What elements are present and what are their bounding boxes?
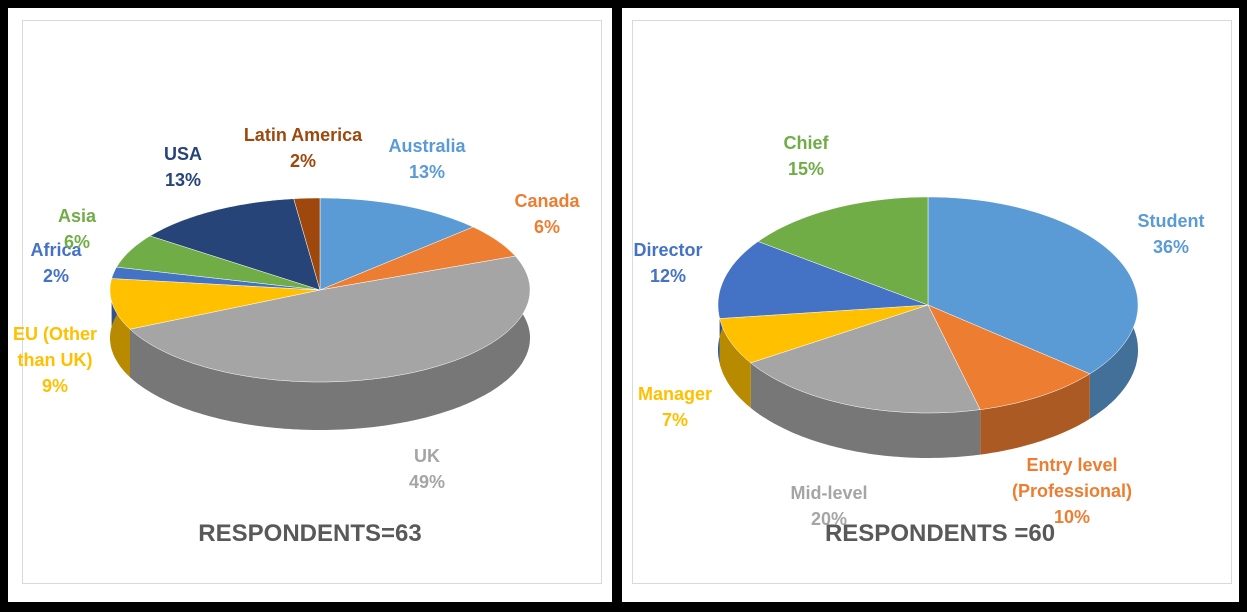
value-label: 7% (661, 410, 688, 430)
value-label: 20% (810, 509, 848, 529)
slice (293, 197, 321, 291)
slice-side (750, 362, 981, 458)
chart-title: RESPONDENTS =60 (824, 520, 1056, 547)
slice-label: Africa 2% (30, 237, 81, 289)
value-label: 2% (42, 266, 69, 286)
slice-label: Canada 6% (514, 188, 579, 240)
slice (149, 198, 321, 291)
value-label: 13% (164, 170, 202, 190)
slice-side (110, 278, 130, 378)
slice (757, 196, 929, 306)
slice (319, 226, 516, 291)
value-label: 2% (289, 151, 316, 171)
slice-label: Latin America 2% (244, 122, 362, 174)
slice (927, 196, 1139, 375)
category-label: Chief (783, 133, 829, 153)
slice (319, 197, 474, 291)
slice-label: Chief 15% (784, 130, 829, 182)
value-label: 13% (408, 162, 446, 182)
category-label: Africa (30, 240, 82, 260)
value-label: 12% (649, 266, 687, 286)
category-label: Canada (514, 191, 580, 211)
category-label: Director (633, 240, 703, 260)
slice-label: Director 12% (633, 237, 702, 289)
category-label: UK (414, 446, 440, 466)
slice (109, 278, 321, 330)
value-label: 10% (1053, 507, 1091, 527)
slice (717, 241, 929, 319)
slice-label: Student 36% (1138, 208, 1205, 260)
panel-border (22, 20, 602, 584)
value-label: 6% (533, 217, 560, 237)
slice-label: Entry level (Professional) 10% (1012, 452, 1132, 530)
slice-label: UK 49% (409, 443, 445, 495)
category-label: USA (163, 144, 203, 164)
slice-label: Manager 7% (638, 381, 712, 433)
category-label: Student (1137, 211, 1205, 231)
category-label: Entry level (Professional) (1012, 455, 1133, 501)
slice (719, 304, 929, 364)
slice-label: EU (Other than UK) 9% (0, 321, 115, 399)
slice-label: Mid-level 20% (790, 480, 867, 532)
slice (129, 255, 531, 383)
slice-side (130, 256, 530, 430)
value-label: 6% (63, 232, 90, 252)
slice-side (980, 373, 1090, 455)
slice-label: Asia 6% (58, 203, 96, 255)
category-label: Asia (57, 206, 97, 226)
slice-label: Australia 13% (388, 133, 465, 185)
slice (116, 235, 321, 291)
value-label: 49% (408, 472, 446, 492)
slice (927, 304, 1091, 410)
value-label: 9% (41, 376, 68, 396)
chart-title: RESPONDENTS=63 (198, 520, 422, 547)
category-label: Manager (637, 384, 713, 404)
slice-label: USA 13% (164, 141, 202, 193)
slice-side (719, 318, 751, 408)
value-label: 15% (787, 159, 825, 179)
category-label: Mid-level (790, 483, 868, 503)
category-label: Latin America (243, 125, 363, 145)
category-label: Australia (388, 136, 466, 156)
category-label: EU (Other than UK) (12, 324, 97, 370)
slice (750, 304, 981, 414)
value-label: 36% (1152, 237, 1190, 257)
panel-border (632, 20, 1232, 584)
